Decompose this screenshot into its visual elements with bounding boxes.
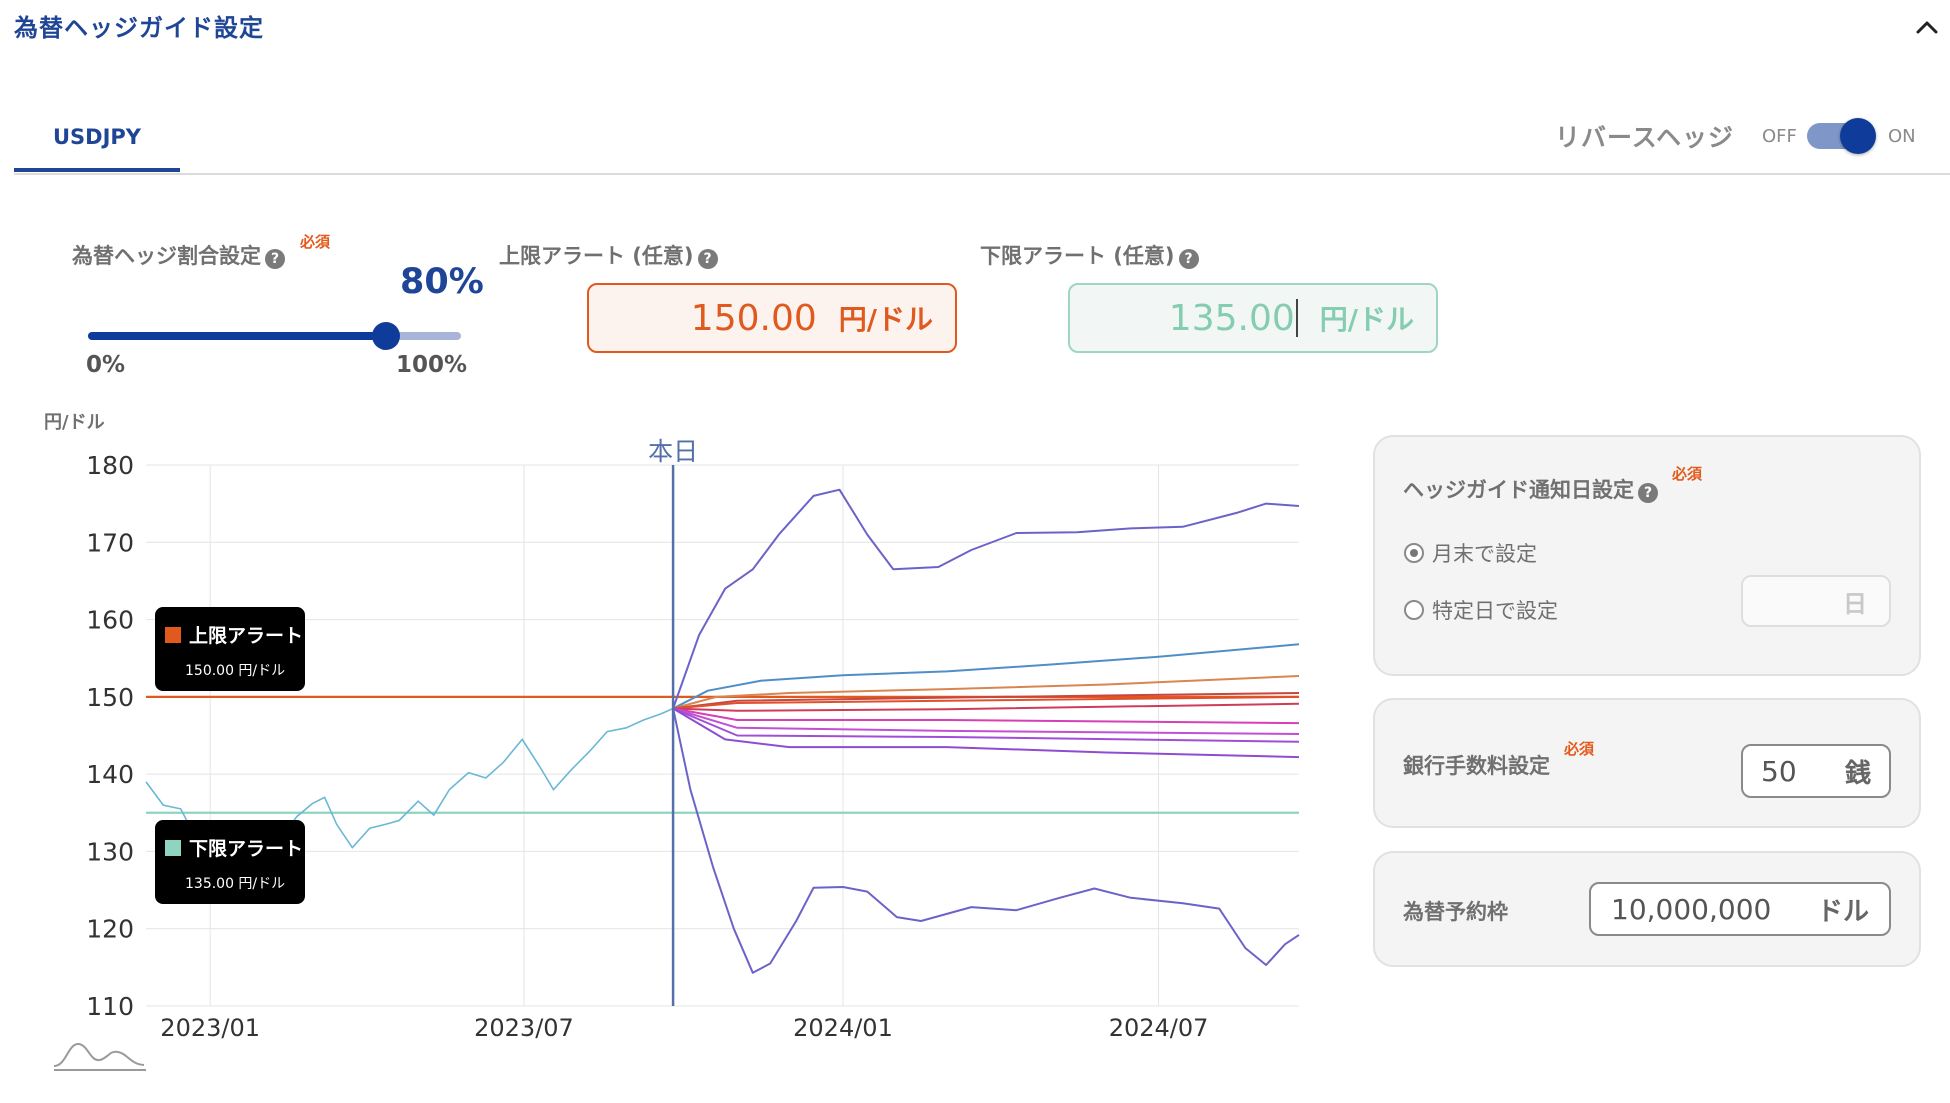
toggle-on-label: ON <box>1888 126 1916 147</box>
y-tick-label: 110 <box>86 992 134 1021</box>
bank-fee-input[interactable]: 50 銭 <box>1741 744 1891 798</box>
lower-alert-label: 下限アラート (任意) <box>980 244 1175 268</box>
hedge-ratio-slider-thumb[interactable] <box>372 322 400 350</box>
hedge-ratio-label-group: 為替ヘッジ割合設定? <box>72 240 285 270</box>
day-input[interactable]: 日 <box>1741 575 1891 627</box>
bank-fee-label: 銀行手数料設定 <box>1403 754 1550 778</box>
required-badge: 必須 <box>1672 465 1703 483</box>
notify-label: ヘッジガイド通知日設定 <box>1403 478 1634 502</box>
forecast-series-line <box>672 707 1300 743</box>
required-badge: 必須 <box>1564 740 1595 758</box>
forecast-series-line <box>672 692 1300 710</box>
help-icon[interactable]: ? <box>697 248 718 269</box>
help-icon[interactable]: ? <box>1178 248 1199 269</box>
slider-max-label: 100% <box>396 352 468 378</box>
chart-thumbnail-icon[interactable] <box>52 1038 148 1072</box>
upper-legend-title: 上限アラート <box>189 625 304 647</box>
text-cursor <box>1295 299 1298 337</box>
y-tick-label: 130 <box>86 837 134 866</box>
upper-alert-swatch <box>165 626 181 643</box>
radio-checked-icon[interactable] <box>1404 543 1424 563</box>
required-badge: 必須 <box>300 233 331 251</box>
radio-month-end-label: 月末で設定 <box>1432 542 1537 566</box>
chevron-up-icon[interactable] <box>1912 12 1942 42</box>
radio-month-end[interactable]: 月末で設定 <box>1404 538 1537 568</box>
x-tick-label: 2024/07 <box>1109 1014 1209 1042</box>
lower-alert-value: 135.00 <box>1168 297 1295 339</box>
reverse-hedge-label: リバースヘッジ <box>1555 123 1735 152</box>
forecast-series-line <box>672 708 1300 974</box>
upper-alert-legend: 上限アラート 150.00 円/ドル <box>155 607 305 691</box>
x-tick-label: 2023/07 <box>474 1014 574 1042</box>
lower-alert-legend: 下限アラート 135.00 円/ドル <box>155 820 305 904</box>
notify-label-group: ヘッジガイド通知日設定? <box>1403 474 1658 504</box>
forecast-series-line <box>672 707 1300 725</box>
y-tick-label: 170 <box>86 528 134 557</box>
notify-date-card <box>1373 435 1921 676</box>
radio-specific-day[interactable]: 特定日で設定 <box>1404 595 1558 625</box>
forecast-series-line <box>672 707 1300 735</box>
radio-specific-day-label: 特定日で設定 <box>1432 599 1558 623</box>
forecast-series-line <box>672 643 1300 710</box>
lower-legend-value: 135.00 円/ドル <box>185 876 286 892</box>
help-icon[interactable]: ? <box>1638 482 1658 503</box>
lower-alert-swatch <box>165 839 181 856</box>
upper-alert-label-group: 上限アラート (任意)? <box>499 240 718 270</box>
toggle-knob[interactable] <box>1840 118 1876 154</box>
upper-alert-value: 150.00 <box>690 297 817 339</box>
forward-limit-label: 為替予約枠 <box>1403 900 1508 924</box>
lower-alert-input[interactable]: 135.00 円/ドル <box>1068 283 1438 353</box>
upper-alert-label: 上限アラート (任意) <box>499 244 694 268</box>
toggle-off-label: OFF <box>1762 126 1797 147</box>
day-unit: 日 <box>1843 589 1867 618</box>
page-title: 為替ヘッジガイド設定 <box>14 14 264 42</box>
y-tick-label: 150 <box>86 683 134 712</box>
y-tick-label: 140 <box>86 760 134 789</box>
forecast-series-line <box>672 707 1300 759</box>
forecast-chart: 180 170 160 150 140 130 120 110 2023/01 2023/07 20… <box>86 437 1300 1042</box>
forward-limit-value: 10,000,000 <box>1611 892 1772 926</box>
forward-limit-unit: ドル <box>1816 896 1869 927</box>
radio-unchecked-icon[interactable] <box>1404 600 1424 620</box>
bank-fee-value: 50 <box>1761 754 1797 788</box>
help-icon[interactable]: ? <box>265 248 285 269</box>
forward-limit-input[interactable]: 10,000,000 ドル <box>1589 882 1891 936</box>
bank-fee-unit: 銭 <box>1844 758 1871 789</box>
hedge-ratio-label: 為替ヘッジ割合設定 <box>72 244 261 268</box>
tab-usdjpy[interactable]: USDJPY <box>14 112 180 172</box>
lower-alert-label-group: 下限アラート (任意)? <box>980 240 1199 270</box>
x-tick-label: 2024/01 <box>793 1014 893 1042</box>
tab-divider <box>14 173 1950 175</box>
forecast-series-line <box>673 702 1300 712</box>
hedge-ratio-value: 80% <box>400 262 484 302</box>
slider-min-label: 0% <box>86 352 126 378</box>
hedge-ratio-slider-fill <box>88 332 386 340</box>
lower-alert-unit: 円/ドル <box>1319 303 1414 336</box>
upper-legend-value: 150.00 円/ドル <box>185 663 286 679</box>
chart-unit-label: 円/ドル <box>44 412 105 433</box>
upper-alert-unit: 円/ドル <box>838 303 933 336</box>
x-tick-label: 2023/01 <box>160 1014 260 1042</box>
y-tick-label: 120 <box>86 915 134 944</box>
forecast-series-line <box>672 488 1300 709</box>
upper-alert-input[interactable]: 150.00 円/ドル <box>587 283 957 353</box>
forecast-series-line <box>672 675 1300 710</box>
forecast-series-line <box>673 695 1300 710</box>
today-label: 本日 <box>648 437 698 466</box>
y-tick-label: 160 <box>86 606 134 635</box>
lower-legend-title: 下限アラート <box>189 838 304 860</box>
y-tick-label: 180 <box>86 451 134 480</box>
